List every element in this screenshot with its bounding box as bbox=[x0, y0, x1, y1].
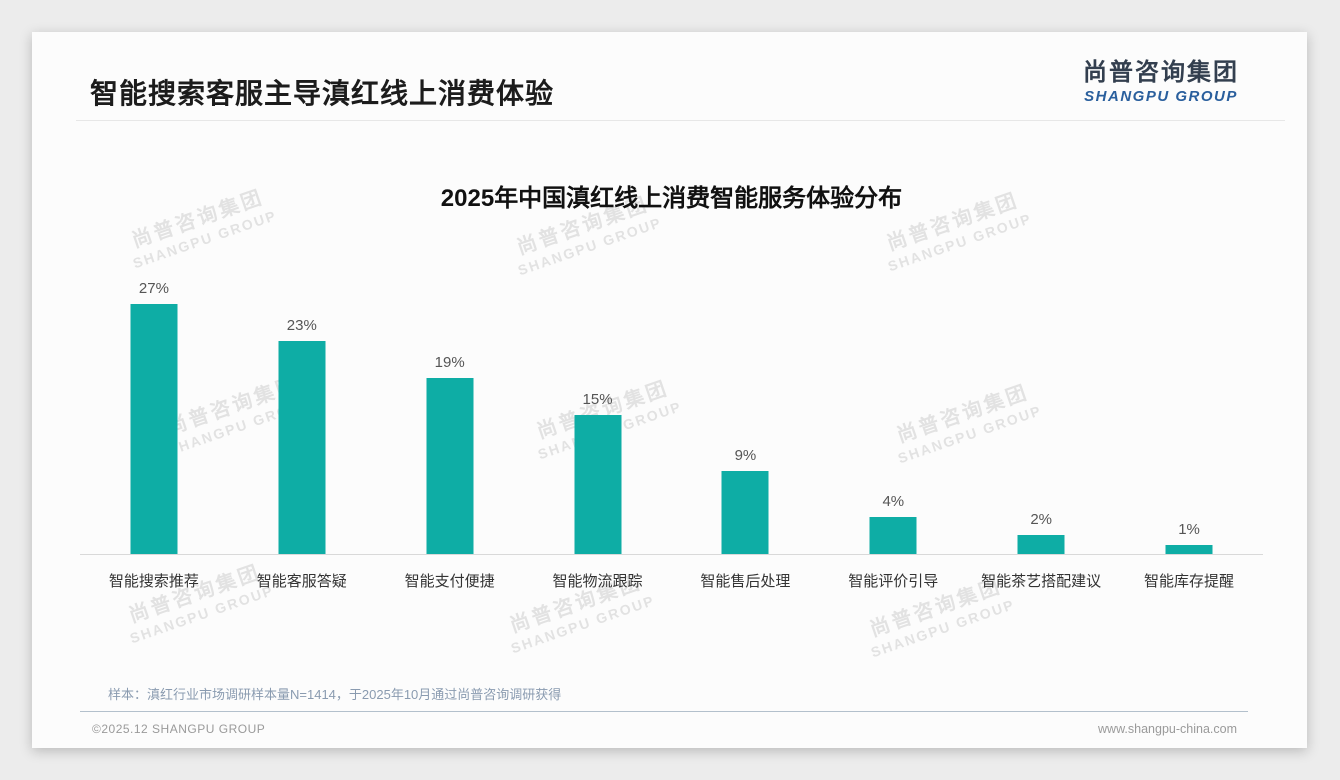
bar-column: 1% bbox=[1115, 254, 1263, 554]
category-label: 智能评价引导 bbox=[848, 573, 939, 590]
bar-value-label: 1% bbox=[1178, 520, 1200, 538]
copyright-text: ©2025.12 SHANGPU GROUP bbox=[92, 722, 266, 736]
category-label: 智能物流跟踪 bbox=[552, 573, 643, 590]
bar-value-label: 19% bbox=[434, 354, 465, 372]
bar-value-label: 9% bbox=[734, 446, 757, 464]
bar bbox=[1165, 544, 1213, 554]
chart-title: 2025年中国滇红线上消费智能服务体验分布 bbox=[440, 185, 903, 212]
bar-column: 9% bbox=[672, 254, 820, 554]
logo-text-en: SHANGPU GROUP bbox=[1084, 88, 1238, 105]
bar bbox=[1017, 535, 1065, 554]
sample-note: 样本：滇红行业市场调研样本量N=1414，于2025年10月通过尚普咨询调研获得 bbox=[108, 687, 562, 702]
bar-column: 2% bbox=[967, 254, 1115, 554]
watermark-text-en: SHANGPU GROUP bbox=[508, 592, 657, 657]
bar-value-label: 15% bbox=[582, 391, 613, 409]
bar-column: 15% bbox=[524, 254, 672, 554]
website-text: www.shangpu-china.com bbox=[1098, 722, 1237, 736]
category-label: 智能售后处理 bbox=[700, 573, 791, 590]
bar-value-label: 2% bbox=[1030, 511, 1053, 529]
bar bbox=[869, 516, 917, 554]
category-label: 智能搜索推荐 bbox=[108, 573, 199, 590]
bar-column: 19% bbox=[376, 254, 524, 554]
bar bbox=[426, 378, 474, 554]
bar-column: 4% bbox=[819, 254, 967, 554]
category-label: 智能客服答疑 bbox=[256, 573, 347, 590]
x-axis-category-labels: 智能搜索推荐 智能客服答疑 智能支付便捷 智能物流跟踪 智能售后处理 智能评价引导 智能茶艺… bbox=[80, 570, 1263, 591]
bar-value-label: 4% bbox=[882, 492, 905, 510]
company-logo: 尚普咨询集团 SHANGPU GROUP bbox=[1083, 58, 1239, 106]
bar-column: 23% bbox=[228, 254, 376, 554]
bar bbox=[278, 341, 326, 554]
title-divider bbox=[76, 120, 1285, 121]
watermark-text-en: SHANGPU GROUP bbox=[127, 582, 276, 647]
bar-value-label: 23% bbox=[286, 317, 317, 335]
category-label: 智能库存提醒 bbox=[1144, 573, 1235, 590]
footer-divider bbox=[80, 711, 1248, 712]
bar bbox=[130, 303, 178, 554]
watermark-text-en: SHANGPU GROUP bbox=[868, 596, 1017, 661]
category-label: 智能支付便捷 bbox=[404, 573, 495, 590]
bar bbox=[574, 415, 622, 554]
bar-value-label: 27% bbox=[138, 279, 169, 297]
logo-text-cn: 尚普咨询集团 bbox=[1083, 59, 1239, 86]
watermark-text-cn: 尚普咨询集团 bbox=[126, 561, 264, 628]
x-axis-line bbox=[80, 554, 1263, 555]
bar-chart-plot-area: 27% 23% 19% 15% 9% 4% 2% 1% bbox=[80, 254, 1263, 554]
category-label: 智能茶艺搭配建议 bbox=[981, 573, 1102, 590]
page-title: 智能搜索客服主导滇红线上消费体验 bbox=[90, 78, 555, 109]
bar-column: 27% bbox=[80, 254, 228, 554]
slide-card: 尚普咨询集团 SHANGPU GROUP 尚普咨询集团 SHANGPU GROUP 尚普… bbox=[32, 32, 1307, 748]
bar bbox=[721, 470, 769, 554]
